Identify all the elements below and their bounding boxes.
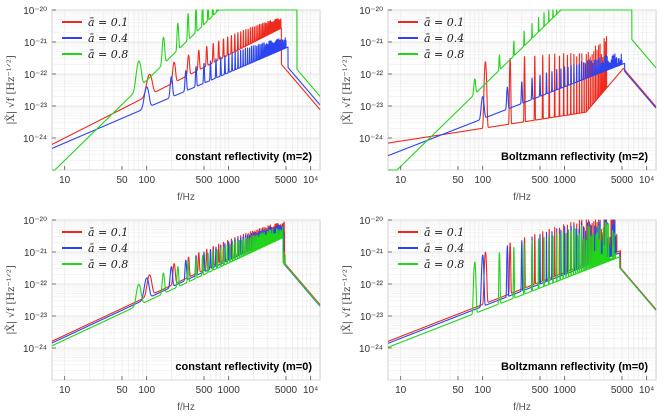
- x-tick-label: 10: [395, 175, 407, 186]
- legend-entry-3: ā = 0.8: [424, 48, 464, 61]
- x-tick-label: 1000: [218, 385, 241, 396]
- x-tick-label: 500: [532, 385, 549, 396]
- x-tick-label: 500: [532, 175, 549, 186]
- x-tick-label: 10: [59, 175, 71, 186]
- legend-entry-1: ā = 0.1: [424, 16, 464, 29]
- y-tick-label: 10⁻²²: [360, 70, 384, 81]
- y-axis-ticks: 10⁻²⁴ 10⁻²³ 10⁻²² 10⁻²¹ 10⁻²⁰: [359, 6, 392, 145]
- y-tick-label: 10⁻²⁰: [23, 6, 47, 17]
- y-tick-label: 10⁻²⁰: [359, 216, 383, 227]
- legend-entry-2: ā = 0.4: [88, 32, 128, 45]
- x-tick-label: 10⁴: [639, 175, 654, 186]
- legend-entry-1: ā = 0.1: [424, 226, 464, 239]
- x-tick-label: 100: [474, 175, 491, 186]
- legend-entry-1: ā = 0.1: [88, 226, 128, 239]
- legend-entry-1: ā = 0.1: [88, 16, 128, 29]
- y-tick-label: 10⁻²³: [24, 102, 48, 113]
- y-axis-label: |X̃| √f [Hz⁻¹ᐟ²]: [341, 55, 353, 125]
- x-tick-label: 100: [138, 175, 155, 186]
- x-axis-label: f/Hz: [177, 402, 195, 413]
- x-tick-label: 1000: [554, 175, 577, 186]
- y-axis-ticks: 10⁻²⁴ 10⁻²³ 10⁻²² 10⁻²¹ 10⁻²⁰: [359, 216, 392, 355]
- x-tick-label: 10: [59, 385, 71, 396]
- legend: ā = 0.1 ā = 0.4 ā = 0.8: [62, 16, 128, 61]
- legend: ā = 0.1 ā = 0.4 ā = 0.8: [62, 226, 128, 271]
- x-tick-label: 100: [138, 385, 155, 396]
- x-tick-label: 5000: [275, 175, 298, 186]
- y-axis-label: |X̃| √f [Hz⁻¹ᐟ²]: [341, 265, 353, 335]
- x-axis-ticks: 10 50 100 500 1000 5000 10⁴: [395, 166, 654, 186]
- y-tick-label: 10⁻²²: [360, 280, 384, 291]
- x-tick-label: 500: [196, 385, 213, 396]
- y-tick-label: 10⁻²⁴: [359, 134, 383, 145]
- x-tick-label: 500: [196, 175, 213, 186]
- series-line-3: [387, 9, 657, 171]
- x-tick-label: 10: [395, 385, 407, 396]
- y-tick-label: 10⁻²³: [24, 312, 48, 323]
- series-line-3: [51, 9, 321, 171]
- chart-panel-3: 10 50 100 500 1000 5000 10⁴10⁻²⁴10⁻²³10⁻²²10⁻²…: [5, 216, 321, 413]
- legend-entry-3: ā = 0.8: [424, 258, 464, 271]
- y-tick-label: 10⁻²²: [24, 280, 48, 291]
- legend: ā = 0.1 ā = 0.4 ā = 0.8: [398, 16, 464, 61]
- y-axis-ticks: 10⁻²⁴ 10⁻²³ 10⁻²² 10⁻²¹ 10⁻²⁰: [23, 216, 56, 355]
- series-line-1: [387, 36, 657, 144]
- legend-entry-3: ā = 0.8: [88, 258, 128, 271]
- x-tick-label: 5000: [611, 385, 634, 396]
- x-tick-label: 100: [474, 385, 491, 396]
- series-line-3: [387, 221, 657, 348]
- x-tick-label: 5000: [611, 175, 634, 186]
- y-tick-label: 10⁻²³: [360, 102, 384, 113]
- y-tick-label: 10⁻²⁰: [23, 216, 47, 227]
- chart-annotation: constant reflectivity (m=0): [175, 361, 312, 373]
- chart-panel-1: 10 50 100 500 1000 5000 10⁴10⁻²⁴10⁻²³10⁻²²10⁻²…: [5, 6, 321, 203]
- legend-entry-2: ā = 0.4: [88, 242, 128, 255]
- x-tick-label: 1000: [218, 175, 241, 186]
- chart-panel-4: 10 50 100 500 1000 5000 10⁴10⁻²⁴10⁻²³10⁻²²10⁻²…: [341, 216, 657, 413]
- y-tick-label: 10⁻²¹: [360, 38, 384, 49]
- y-tick-label: 10⁻²²: [24, 70, 48, 81]
- chart-panel-2: 10 50 100 500 1000 5000 10⁴10⁻²⁴10⁻²³10⁻²²10⁻²…: [341, 6, 657, 203]
- chart-annotation: Boltzmann reflectivity (m=0): [501, 361, 648, 373]
- y-tick-label: 10⁻²⁴: [23, 344, 47, 355]
- x-axis-label: f/Hz: [513, 402, 531, 413]
- x-tick-label: 10⁴: [303, 385, 318, 396]
- y-tick-label: 10⁻²¹: [24, 248, 48, 259]
- x-tick-label: 1000: [554, 385, 577, 396]
- y-tick-label: 10⁻²⁴: [359, 344, 383, 355]
- y-tick-label: 10⁻²¹: [24, 38, 48, 49]
- series-line-2: [387, 53, 657, 157]
- gridlines: [52, 219, 320, 381]
- x-tick-label: 10⁴: [303, 175, 318, 186]
- x-tick-label: 50: [452, 175, 464, 186]
- legend-entry-2: ā = 0.4: [424, 242, 464, 255]
- x-tick-label: 50: [116, 385, 128, 396]
- x-tick-label: 10⁴: [639, 385, 654, 396]
- chart-annotation: Boltzmann reflectivity (m=2): [501, 151, 648, 163]
- x-axis-label: f/Hz: [513, 192, 531, 203]
- legend: ā = 0.1 ā = 0.4 ā = 0.8: [398, 226, 464, 271]
- y-axis-label: |X̃| √f [Hz⁻¹ᐟ²]: [5, 55, 17, 125]
- x-axis-ticks: 10 50 100 500 1000 5000 10⁴: [59, 166, 318, 186]
- x-axis-ticks: 10 50 100 500 1000 5000 10⁴: [59, 376, 318, 396]
- series-line-3: [51, 226, 321, 347]
- x-tick-label: 50: [116, 175, 128, 186]
- chart-annotation: constant reflectivity (m=2): [175, 151, 312, 163]
- y-tick-label: 10⁻²⁰: [359, 6, 383, 17]
- legend-entry-2: ā = 0.4: [424, 32, 464, 45]
- y-tick-label: 10⁻²³: [360, 312, 384, 323]
- y-tick-label: 10⁻²⁴: [23, 134, 47, 145]
- x-tick-label: 5000: [275, 385, 298, 396]
- y-tick-label: 10⁻²¹: [360, 248, 384, 259]
- x-axis-ticks: 10 50 100 500 1000 5000 10⁴: [395, 376, 654, 396]
- y-axis-label: |X̃| √f [Hz⁻¹ᐟ²]: [5, 265, 17, 335]
- y-axis-ticks: 10⁻²⁴ 10⁻²³ 10⁻²² 10⁻²¹ 10⁻²⁰: [23, 6, 56, 145]
- x-axis-label: f/Hz: [177, 192, 195, 203]
- series-line-2: [387, 219, 657, 344]
- x-tick-label: 50: [452, 385, 464, 396]
- legend-entry-3: ā = 0.8: [88, 48, 128, 61]
